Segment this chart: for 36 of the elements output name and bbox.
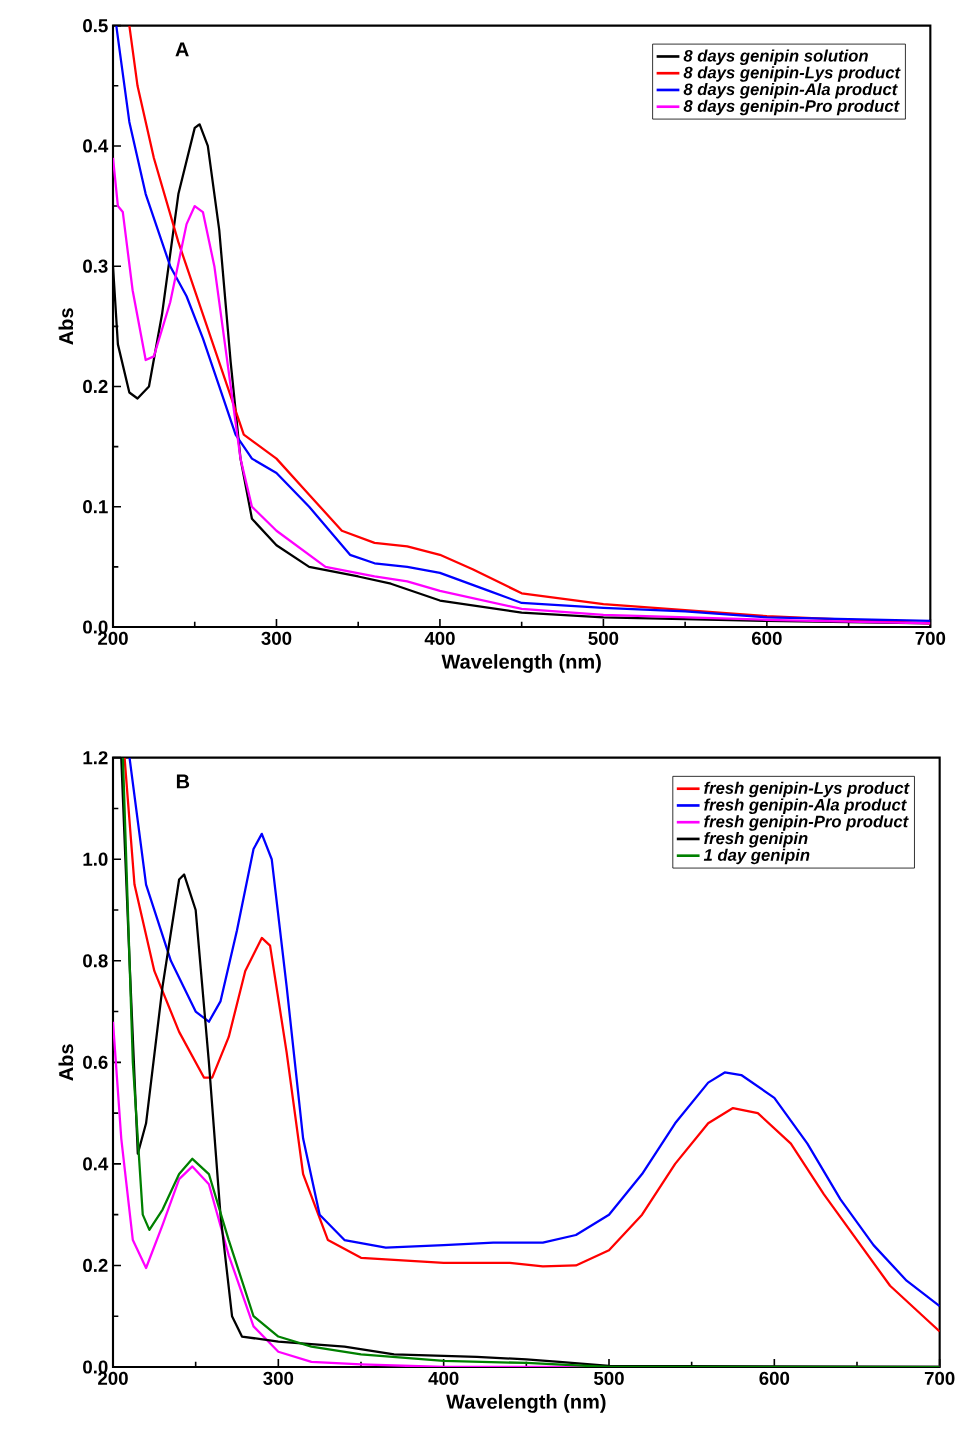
- legend-label: 8 days genipin solution: [683, 49, 869, 65]
- y-tick-label: 1.2: [83, 751, 108, 765]
- y-tick-label: 0.4: [83, 139, 109, 153]
- x-tick-label: 700: [915, 631, 946, 645]
- y-tick-label: 0.2: [83, 1258, 108, 1273]
- legend-label: 8 days genipin-Ala product: [683, 82, 899, 99]
- legend-label: 8 days genipin-Lys product: [683, 66, 901, 82]
- y-tick-label: 0.3: [83, 259, 108, 273]
- y-tick-label: 0.4: [83, 1157, 109, 1171]
- y-tick-label: 0.5: [83, 19, 108, 33]
- x-tick-label: 300: [261, 631, 292, 645]
- annotation: B: [177, 774, 190, 789]
- x-tick-label: 400: [424, 631, 455, 645]
- legend-label: 1 day genipin: [703, 848, 810, 865]
- x-tick-label: 700: [925, 1371, 955, 1385]
- x-tick-label: 500: [594, 1371, 624, 1385]
- y-tick-label: 0.1: [83, 500, 108, 514]
- y-axis-title: Abs: [58, 1044, 74, 1081]
- legend-label: 8 days genipin-Pro product: [683, 99, 900, 116]
- x-axis-title: Wavelength (nm): [441, 654, 601, 673]
- x-tick-label: 300: [263, 1371, 294, 1385]
- y-tick-label: 0.6: [83, 1055, 108, 1069]
- x-tick-label: 600: [752, 631, 782, 645]
- x-tick-label: 400: [428, 1371, 459, 1385]
- y-tick-label: 1.0: [83, 852, 108, 866]
- annotation: A: [175, 42, 189, 57]
- y-axis-title: Abs: [58, 308, 74, 345]
- x-axis-title: Wavelength (nm): [446, 1394, 606, 1413]
- legend-label: fresh genipin-Ala product: [704, 798, 908, 814]
- legend-label: fresh genipin: [704, 831, 808, 848]
- legend-label: fresh genipin-Lys product: [704, 781, 910, 798]
- x-tick-label: 600: [759, 1371, 790, 1385]
- y-tick-label: 0.2: [83, 379, 108, 394]
- x-tick-label: 500: [588, 631, 619, 645]
- legend-label: fresh genipin-Pro product: [704, 815, 909, 831]
- y-tick-label: 0.8: [83, 954, 108, 968]
